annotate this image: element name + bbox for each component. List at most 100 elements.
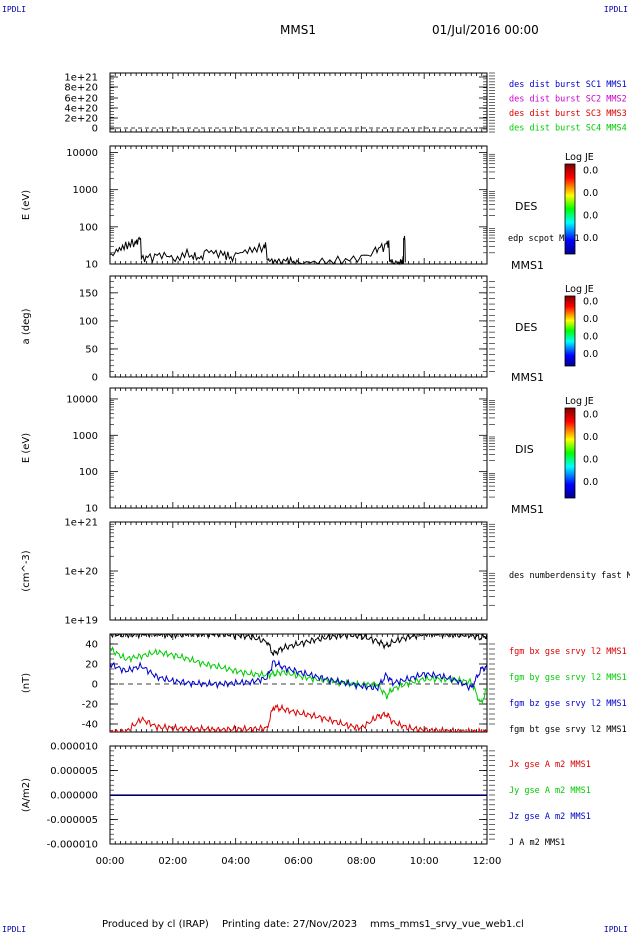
panel5-y-tick-label: 1e+21 [64,518,98,529]
colorbar-title: Log JE [565,152,594,163]
panel1-legend-entry: des dist burst SC2 MMS2 [509,95,627,105]
x-tick-label: 04:00 [221,856,250,867]
colorbar-tick-label: 0.0 [583,455,598,466]
colorbar-tick-label: 0.0 [583,410,598,421]
panel2-y-tick-label: 10000 [66,148,98,159]
colorbar-tick-label: 0.0 [583,188,598,199]
spacecraft-label: MMS1 [511,371,544,384]
panel6-legend-entry: fgm by gse srvy l2 MMS1 [509,673,627,683]
panel2-y-tick-label: 100 [79,222,98,233]
colorbar-1 [564,163,576,255]
fgm-series-line [110,645,487,705]
footer-plot-name: mms_mms1_srvy_vue_web1.cl [370,919,524,930]
colorbar-tick-label: 0.0 [583,477,598,488]
panel5-legend-entry: des numberdensity fast M [509,571,630,581]
panel4-y-tick-label: 10 [85,504,98,515]
panel7-y-tick-label: -0.000010 [47,840,98,851]
overlay-label: edp scpot MMS1 [508,234,580,244]
panel2-ylabel: E (eV) [21,190,32,220]
colorbar-tick-label: 0.0 [583,349,598,360]
panel1-legend-entry: des dist burst SC4 MMS4 [509,124,627,134]
panel7-legend-entry: J A m2 MMS1 [509,838,565,848]
panel4-ylabel: E (eV) [21,433,32,463]
panel6-y-tick-label: 0 [92,680,98,691]
footer-printing-date: Printing date: 27/Nov/2023 [222,919,358,930]
panel-frame-3 [109,275,488,378]
panel6-legend-entry: fgm bt gse srvy l2 MMS1 [509,725,627,735]
panel1-y-tick-label: 4e+20 [64,104,98,115]
fgm-series-line [110,703,487,732]
x-tick-label: 02:00 [158,856,187,867]
panel1-y-tick-label: 6e+20 [64,94,98,105]
colorbar-tick-label: 0.0 [583,331,598,342]
panel1-y-tick-label: 1e+21 [64,73,98,84]
instrument-label: DES [515,321,537,334]
instrument-label: DIS [515,443,534,456]
panel7-legend-entry: Jz gse A m2 MMS1 [509,812,591,822]
fgm-series-line [110,659,487,692]
colorbar-tick-label: 0.0 [583,166,598,177]
panel6-y-tick-label: 40 [85,640,98,651]
x-tick-label: 00:00 [96,856,125,867]
edp-scpot-line [109,235,406,266]
corner-label-top-left: IPDLI [2,5,27,14]
corner-label-top-right: IPDLI [603,5,628,14]
panel1-y-tick-label: 2e+20 [64,114,98,125]
colorbar-tick-label: 0.0 [583,314,598,325]
panel7-legend-entry: Jy gse A m2 MMS1 [509,786,591,796]
panel6-y-tick-label: 20 [85,660,98,671]
colorbar-tick-label: 0.0 [583,296,598,307]
panel3-y-tick-label: 50 [85,344,98,355]
footer-produced-by: Produced by cl (IRAP) [102,919,209,930]
spacecraft-title: MMS1 [280,23,316,37]
panel2-y-tick-label: 10 [85,260,98,271]
colorbar-tick-label: 0.0 [583,211,598,222]
panel4-y-tick-label: 100 [79,467,98,478]
panel-frame-5 [109,521,488,621]
x-tick-label: 10:00 [410,856,439,867]
colorbar-title: Log JE [565,284,594,295]
panel-frame-1 [109,72,488,133]
panel1-legend-entry: des dist burst SC3 MMS3 [509,109,627,119]
panel7-legend-entry: Jx gse A m2 MMS1 [509,760,591,770]
date-title: 01/Jul/2016 00:00 [432,23,539,37]
panel4-y-tick-label: 10000 [66,394,98,405]
panel4-y-tick-label: 1000 [73,431,98,442]
panel6-legend-entry: fgm bz gse srvy l2 MMS1 [509,699,627,709]
panel-frame-2 [109,145,488,265]
colorbar-tick-label: 0.0 [583,432,598,443]
panel1-y-tick-label: 8e+20 [64,83,98,94]
corner-label-bottom-right: IPDLI [603,925,628,934]
panel7-y-tick-label: 0.000005 [50,766,98,777]
panel7-ylabel: (A/m2) [21,778,32,812]
spacecraft-label: MMS1 [511,259,544,272]
panel1-y-tick-label: 0 [92,124,98,135]
x-tick-label: 12:00 [473,856,502,867]
panel6-y-tick-label: -40 [82,720,98,731]
panel7-y-tick-label: 0.000010 [50,742,98,753]
panel3-y-tick-label: 0 [92,373,98,384]
colorbar-title: Log JE [565,396,594,407]
panel7-y-tick-label: -0.000005 [47,815,98,826]
panel6-y-tick-label: -20 [82,700,98,711]
fgm-series-line [110,634,487,657]
colorbar-2 [564,295,576,367]
x-tick-label: 06:00 [284,856,313,867]
panel5-ylabel: (cm^-3) [21,550,32,591]
panel3-ylabel: a (deg) [21,308,32,344]
x-tick-label: 08:00 [347,856,376,867]
panel-frame-4 [109,387,488,509]
panel6-ylabel: (nT) [21,673,32,693]
panel1-legend-entry: des dist burst SC1 MMS1 [509,80,627,90]
panel5-y-tick-label: 1e+20 [64,567,98,578]
panel3-y-tick-label: 150 [79,288,98,299]
colorbar-tick-label: 0.0 [583,233,598,244]
panel6-legend-entry: fgm bx gse srvy l2 MMS1 [509,647,627,657]
panel5-y-tick-label: 1e+19 [64,616,98,627]
panel7-y-tick-label: 0.000000 [50,791,98,802]
corner-label-bottom-left: IPDLI [2,925,27,934]
panel-frame-6 [109,633,488,733]
panel3-y-tick-label: 100 [79,316,98,327]
colorbar-3 [564,407,576,499]
